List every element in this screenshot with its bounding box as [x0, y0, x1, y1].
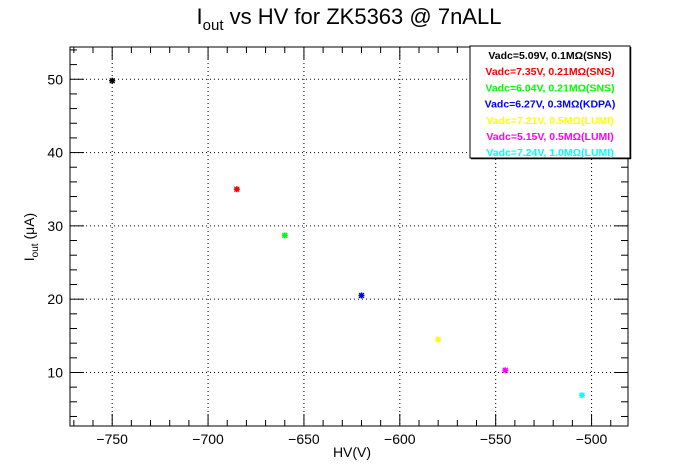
- x-tick-label: −500: [576, 431, 608, 447]
- legend-box: [469, 45, 631, 159]
- y-axis-label-main: I: [21, 257, 37, 261]
- y-tick-label: 20: [47, 291, 63, 307]
- plot-frame: [69, 46, 629, 427]
- x-tick-label: −650: [288, 431, 320, 447]
- legend-entry-5: Vadc=7.21V, 0.5MΩ(LUMI): [486, 115, 613, 127]
- y-tick-label: 50: [47, 71, 63, 87]
- chart-title-sub: out: [203, 17, 225, 34]
- legend-entry-2: Vadc=7.35V, 0.21MΩ(SNS): [485, 66, 614, 78]
- axis-ticks: [70, 47, 628, 426]
- x-tick-label: −600: [384, 431, 416, 447]
- chart-title-rest: vs HV for ZK5363 @ 7nALL: [224, 4, 502, 29]
- data-point-series-3: [281, 232, 288, 239]
- y-tick-label: 40: [47, 145, 63, 161]
- data-point-series-2: [233, 186, 240, 193]
- legend-entry-6: Vadc=5.15V, 0.5MΩ(LUMI): [486, 131, 613, 143]
- x-tick-label: −750: [96, 431, 128, 447]
- data-point-series-1: [109, 77, 116, 84]
- legend-entry-4: Vadc=6.27V, 0.3MΩ(KDPA): [485, 99, 616, 111]
- data-point-series-4: [358, 292, 365, 299]
- y-axis-label-sub: out: [30, 243, 41, 257]
- data-point-series-7: [578, 392, 585, 399]
- data-point-series-6: [502, 367, 509, 374]
- x-axis-label: HV(V): [333, 444, 371, 460]
- chart-title: Iout vs HV for ZK5363 @ 7nALL: [197, 4, 502, 34]
- x-tick-label: −700: [192, 431, 224, 447]
- y-axis-label-rest: (μA): [21, 213, 37, 244]
- legend-entry-3: Vadc=6.04V, 0.21MΩ(SNS): [485, 82, 614, 94]
- legend: Vadc=5.09V, 0.1MΩ(SNS) Vadc=7.35V, 0.21MΩ…: [469, 45, 632, 160]
- x-tick-label: −550: [480, 431, 512, 447]
- y-tick-label: 30: [47, 218, 63, 234]
- tick-labels: −750 −700 −650 −600 −550 −500 10 20 30 40 50: [47, 71, 607, 447]
- chart-title-main: I: [197, 4, 203, 29]
- data-point-series-5: [435, 336, 442, 343]
- y-axis-label: Iout (μA): [21, 213, 41, 261]
- y-tick-label: 10: [47, 364, 63, 380]
- legend-entry-1: Vadc=5.09V, 0.1MΩ(SNS): [488, 50, 611, 62]
- data-points: [109, 77, 585, 399]
- legend-entry-7: Vadc=7.24V, 1.0MΩ(LUMI): [486, 147, 613, 159]
